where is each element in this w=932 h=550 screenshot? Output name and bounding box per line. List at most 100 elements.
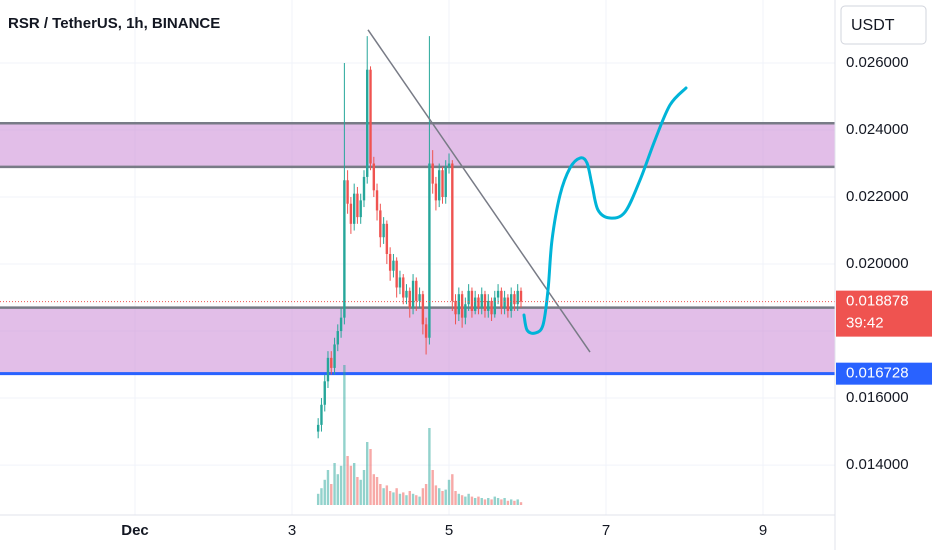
candle-body xyxy=(382,223,385,238)
volume-bar xyxy=(490,499,493,505)
candle-body xyxy=(411,280,415,308)
candle-body xyxy=(352,193,356,224)
candle-body xyxy=(513,294,516,305)
volume-bar xyxy=(418,496,421,505)
candle-body xyxy=(375,190,379,211)
volume-bar xyxy=(480,498,483,505)
volume-bar xyxy=(385,485,389,505)
volume-bar xyxy=(483,499,487,505)
volume-bar xyxy=(352,463,356,505)
candle-body xyxy=(323,381,326,405)
volume-bar xyxy=(333,463,336,505)
volume-bar xyxy=(395,488,398,505)
axes: Dec35790.0140000.0160000.0180000.0200000… xyxy=(121,54,932,539)
volume-bar xyxy=(359,479,362,505)
volume-bar xyxy=(326,470,330,505)
volume-bar xyxy=(339,465,343,505)
currency-label[interactable]: USDT xyxy=(851,17,895,34)
x-tick-label: Dec xyxy=(121,522,149,539)
candle-body xyxy=(336,331,339,345)
candle-body xyxy=(418,294,421,301)
candles xyxy=(316,36,523,439)
volume-bar xyxy=(349,465,353,505)
candle-body xyxy=(428,163,431,338)
last-price-label: 0.018878 xyxy=(846,293,909,310)
volume-bar xyxy=(362,470,366,505)
currency-button[interactable] xyxy=(840,5,927,45)
candle-body xyxy=(362,176,366,201)
candle-body xyxy=(326,357,330,382)
candle-body xyxy=(402,277,405,298)
volume-bar xyxy=(356,477,359,505)
candle-body xyxy=(366,69,369,177)
volume-bar xyxy=(438,488,441,505)
volume-bar xyxy=(392,492,395,505)
candle-body xyxy=(493,297,496,315)
candle-body xyxy=(451,163,454,301)
y-tick-label: 0.024000 xyxy=(846,121,909,138)
volume-bar xyxy=(330,484,333,505)
chart-title: RSR / TetherUS, 1h, BINANCE xyxy=(8,15,220,32)
volume-bar xyxy=(316,493,320,505)
candle-body xyxy=(316,424,320,432)
volume-bar xyxy=(493,496,496,505)
volume-bar xyxy=(415,495,418,505)
volume-bar xyxy=(447,479,451,505)
volume-bar xyxy=(467,493,470,505)
x-tick-label: 9 xyxy=(759,522,767,539)
zones xyxy=(0,122,835,376)
candle-body xyxy=(477,297,480,308)
volume-bar xyxy=(444,489,447,505)
volume-bar xyxy=(487,498,490,505)
candle-body xyxy=(470,290,474,311)
volume-bar xyxy=(428,428,431,505)
trendline xyxy=(367,29,591,353)
volume-bar xyxy=(408,491,411,505)
volume-bar xyxy=(388,491,392,505)
volume-bar xyxy=(405,495,408,505)
candle-body xyxy=(467,290,470,305)
candle-body xyxy=(424,324,428,338)
candle-body xyxy=(395,260,398,288)
volume-bar xyxy=(366,442,369,505)
volume-bar xyxy=(421,488,425,505)
volume-bar xyxy=(513,500,516,505)
candle-body xyxy=(408,290,411,308)
candle-body xyxy=(447,163,451,167)
candle-body xyxy=(369,69,372,164)
candle-body xyxy=(421,294,425,325)
candle-body xyxy=(346,180,349,204)
volume-bar xyxy=(451,474,454,505)
candle-body xyxy=(473,297,477,311)
volume-bar xyxy=(460,495,464,505)
candle-body xyxy=(356,193,359,218)
candle-body xyxy=(438,170,441,201)
candle-body xyxy=(519,290,523,302)
y-tick-label: 0.022000 xyxy=(846,188,909,205)
candle-body xyxy=(500,290,503,308)
volume-bar xyxy=(411,493,415,505)
y-tick-label: 0.026000 xyxy=(846,54,909,71)
candle-body xyxy=(415,280,418,301)
candle-body xyxy=(379,210,382,238)
x-tick-label: 7 xyxy=(602,522,610,539)
volume-bar xyxy=(506,500,510,505)
countdown-label: 39:42 xyxy=(846,315,884,332)
drawings xyxy=(0,29,835,353)
volume-bar xyxy=(503,498,506,505)
volume-bar xyxy=(375,477,379,505)
candle-body xyxy=(434,183,438,201)
candle-body xyxy=(385,223,389,254)
candle-body xyxy=(496,290,500,298)
candle-body xyxy=(349,203,353,224)
volume-bar xyxy=(509,499,513,505)
candle-body xyxy=(483,294,487,311)
volume-bar xyxy=(470,496,474,505)
volume-bar xyxy=(320,488,323,505)
volume-bar xyxy=(323,479,326,505)
volume-bar xyxy=(402,492,405,505)
volume-bar xyxy=(519,502,523,505)
candle-body xyxy=(330,357,333,368)
volume-bar xyxy=(431,470,434,505)
